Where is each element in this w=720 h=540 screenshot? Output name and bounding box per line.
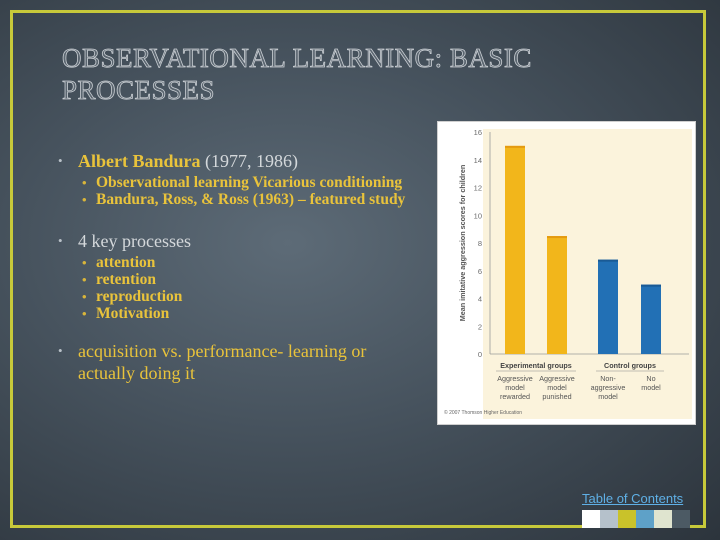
color-swatch [618, 510, 636, 528]
bandura-years: (1977, 1986) [200, 151, 299, 171]
color-swatch [654, 510, 672, 528]
color-swatch [582, 510, 600, 528]
group-label: Experimental groups [500, 361, 572, 370]
slide-border [10, 10, 706, 528]
bullet-bandura: Albert Bandura (1977, 1986) [58, 150, 438, 172]
y-tick-label: 16 [474, 128, 482, 137]
category-label: rewarded [500, 392, 530, 401]
category-label: aggressive [591, 383, 626, 392]
bandura-name: Albert Bandura [78, 151, 201, 171]
sub-bullet-reproduction: reproduction [82, 288, 438, 305]
y-axis-label: Mean imitative aggression scores for chi… [458, 165, 467, 322]
sub-bullet-featured-study: Bandura, Ross, & Ross (1963) – featured … [82, 191, 438, 208]
sub-bullet-vicarious: Observational learning Vicarious conditi… [82, 174, 438, 191]
y-tick-label: 0 [478, 350, 482, 359]
category-label: Aggressive [539, 374, 575, 383]
category-label: model [547, 383, 567, 392]
y-tick-label: 8 [478, 239, 482, 248]
group-label: Control groups [604, 361, 656, 370]
y-tick-label: 4 [478, 295, 482, 304]
color-swatch [600, 510, 618, 528]
category-label: model [505, 383, 525, 392]
color-swatch [636, 510, 654, 528]
bar [641, 284, 661, 354]
chart-svg: 0 2 4 6 8 10 12 14 16 Mean imitative aggression s… [458, 128, 692, 419]
sub-bullet-motivation: Motivation [82, 305, 438, 322]
bar [505, 145, 525, 354]
category-label: model [598, 392, 618, 401]
sub-bullet-attention: attention [82, 254, 438, 271]
bar [598, 259, 618, 354]
bullet-key-processes: 4 key processes [58, 230, 438, 252]
bullet-acquisition: acquisition vs. performance- learning or… [58, 340, 408, 384]
slide-title: OBSERVATIONAL LEARNING: BASIC PROCESSES [62, 43, 532, 106]
table-of-contents-link[interactable]: Table of Contents [582, 491, 684, 506]
category-label: Aggressive [497, 374, 533, 383]
bar-top [641, 284, 661, 287]
chart-credit: © 2007 Thomson Higher Education [444, 410, 523, 416]
bar-top [505, 145, 525, 148]
y-tick-label: 12 [474, 184, 482, 193]
y-tick-label: 10 [474, 211, 482, 220]
category-label: model [641, 383, 661, 392]
bandura-chart: 0 2 4 6 8 10 12 14 16 Mean imitative aggression s… [437, 121, 696, 425]
color-swatch-strip [582, 510, 690, 528]
color-swatch [672, 510, 690, 528]
bar-top [598, 259, 618, 262]
bar-top [547, 236, 567, 239]
category-label: punished [542, 392, 571, 401]
y-tick-label: 2 [478, 322, 482, 331]
bar [547, 236, 567, 354]
category-label: No [646, 374, 655, 383]
y-tick-label: 6 [478, 267, 482, 276]
category-label: Non- [600, 374, 616, 383]
y-tick-label: 14 [474, 156, 482, 165]
sub-bullet-retention: retention [82, 271, 438, 288]
bullet-list: Albert Bandura (1977, 1986) Observationa… [58, 150, 438, 386]
